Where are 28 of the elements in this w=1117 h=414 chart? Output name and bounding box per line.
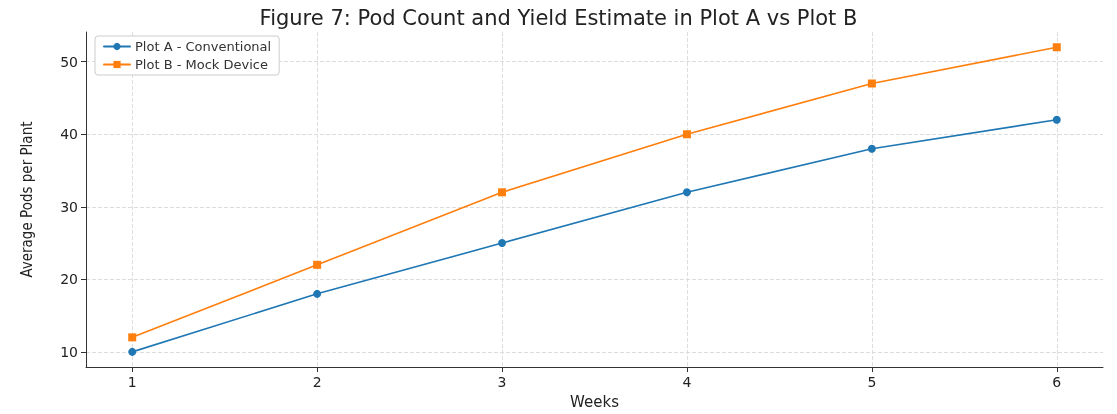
point (867, 144, 876, 153)
point (128, 333, 137, 342)
chart-title: Figure 7: Pod Count and Yield Estimate in Plot A vs Plot B (259, 5, 858, 30)
y-axis-title: Average Pods per Plant (17, 121, 36, 278)
x-axis-title: Weeks (570, 392, 620, 411)
x-tick-label: 2 (312, 374, 322, 391)
point (682, 130, 691, 139)
legend-label: Plot A - Conventional (135, 39, 272, 54)
point (313, 260, 322, 269)
point (313, 289, 322, 298)
point (498, 188, 507, 197)
y-tick-label: 40 (60, 126, 78, 143)
legend-label: Plot B - Mock Device (135, 57, 268, 72)
y-tick-label: 20 (60, 271, 78, 288)
point (1052, 43, 1061, 52)
point (682, 188, 691, 197)
x-tick-label: 5 (867, 374, 877, 391)
x-tick-label: 3 (497, 374, 507, 391)
y-tick-label: 10 (60, 343, 78, 360)
x-tick-label: 6 (1052, 374, 1062, 391)
y-tick-label: 30 (60, 198, 78, 215)
x-tick-label: 1 (127, 374, 137, 391)
x-tick-label: 4 (682, 374, 692, 391)
point (867, 79, 876, 88)
point (128, 347, 137, 356)
y-tick-label: 50 (60, 53, 78, 70)
point (498, 239, 507, 248)
point (1052, 115, 1061, 124)
